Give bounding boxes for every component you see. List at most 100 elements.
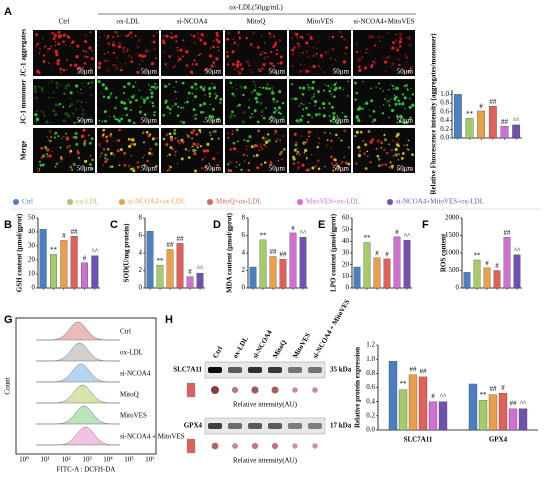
intensity-dot [312, 443, 318, 449]
cell [106, 69, 109, 72]
cell [333, 88, 337, 92]
histogram [35, 384, 121, 404]
cell [46, 148, 48, 151]
cell [250, 145, 254, 149]
significance: # [501, 384, 505, 392]
cell [369, 34, 372, 38]
cell [238, 163, 241, 166]
cell [315, 42, 317, 44]
y-tick-label: 0.6 [366, 383, 375, 391]
cell [305, 51, 308, 54]
cell [85, 34, 87, 37]
cell [240, 70, 242, 73]
cell [253, 143, 257, 147]
cell [212, 130, 215, 133]
cell [411, 93, 414, 96]
bar [373, 257, 381, 289]
cell [247, 168, 251, 172]
cell [168, 83, 171, 86]
cell [323, 106, 326, 109]
cell [82, 49, 85, 53]
cell [98, 36, 101, 39]
cell [392, 154, 395, 158]
cell [232, 111, 234, 113]
cell [122, 92, 125, 95]
cell [204, 165, 208, 169]
cell [298, 86, 302, 90]
cell [72, 112, 75, 115]
cell [374, 85, 378, 89]
cell [83, 142, 87, 146]
cell [226, 63, 229, 66]
cell [327, 84, 330, 87]
cell [169, 165, 172, 169]
cell [187, 156, 191, 159]
cell [393, 94, 396, 96]
cell [369, 161, 372, 164]
cell [67, 34, 69, 37]
cell [148, 83, 150, 86]
bar [428, 401, 438, 431]
cell [59, 71, 62, 73]
blot [204, 417, 326, 435]
cell [214, 71, 217, 74]
cell [106, 158, 109, 161]
cell [334, 165, 336, 168]
cell [236, 60, 240, 64]
cell [90, 57, 94, 61]
cell [110, 165, 114, 168]
cell [109, 134, 112, 137]
cell [377, 82, 380, 85]
cell [38, 71, 41, 75]
legend-marker [13, 199, 19, 205]
panel-label: D [213, 219, 221, 231]
cell [254, 83, 257, 86]
cell [240, 168, 243, 172]
column-label: Ctrl [59, 18, 70, 26]
cell [83, 85, 85, 88]
cell [343, 38, 346, 41]
cell [245, 148, 248, 151]
bar [498, 393, 508, 431]
significance: ## [167, 241, 175, 249]
cell [64, 119, 66, 122]
cell [41, 89, 44, 92]
y-tick-label: 6 [139, 231, 143, 239]
cell [166, 105, 170, 109]
cell [102, 95, 106, 98]
cell [50, 45, 53, 48]
column-label: MitoVES [307, 18, 334, 26]
y-axis-label: ROS content [440, 233, 448, 272]
cell [38, 160, 41, 163]
cell [406, 165, 409, 168]
cell [143, 164, 146, 167]
y-tick-label: 50 [28, 214, 36, 222]
cell [102, 133, 105, 137]
cell [75, 108, 78, 111]
cell [216, 45, 219, 49]
cell [106, 37, 109, 40]
cell [338, 166, 341, 169]
bar [383, 258, 391, 289]
cell [344, 115, 348, 119]
bar [60, 240, 68, 289]
cell [148, 151, 152, 155]
cell [168, 153, 172, 156]
cell [194, 82, 197, 86]
cell [166, 155, 169, 157]
histogram [36, 363, 121, 383]
bar [438, 401, 448, 431]
cell [406, 144, 409, 147]
cell [192, 99, 194, 102]
significance: ## [420, 367, 428, 375]
cell [334, 59, 337, 61]
cell [40, 110, 43, 113]
cell [162, 113, 165, 117]
cell [117, 139, 121, 142]
cell [193, 95, 198, 99]
cell [54, 131, 58, 135]
sample-label: MitoVES [120, 412, 147, 420]
cell [327, 50, 330, 53]
cell [394, 102, 398, 106]
cell [233, 68, 236, 71]
